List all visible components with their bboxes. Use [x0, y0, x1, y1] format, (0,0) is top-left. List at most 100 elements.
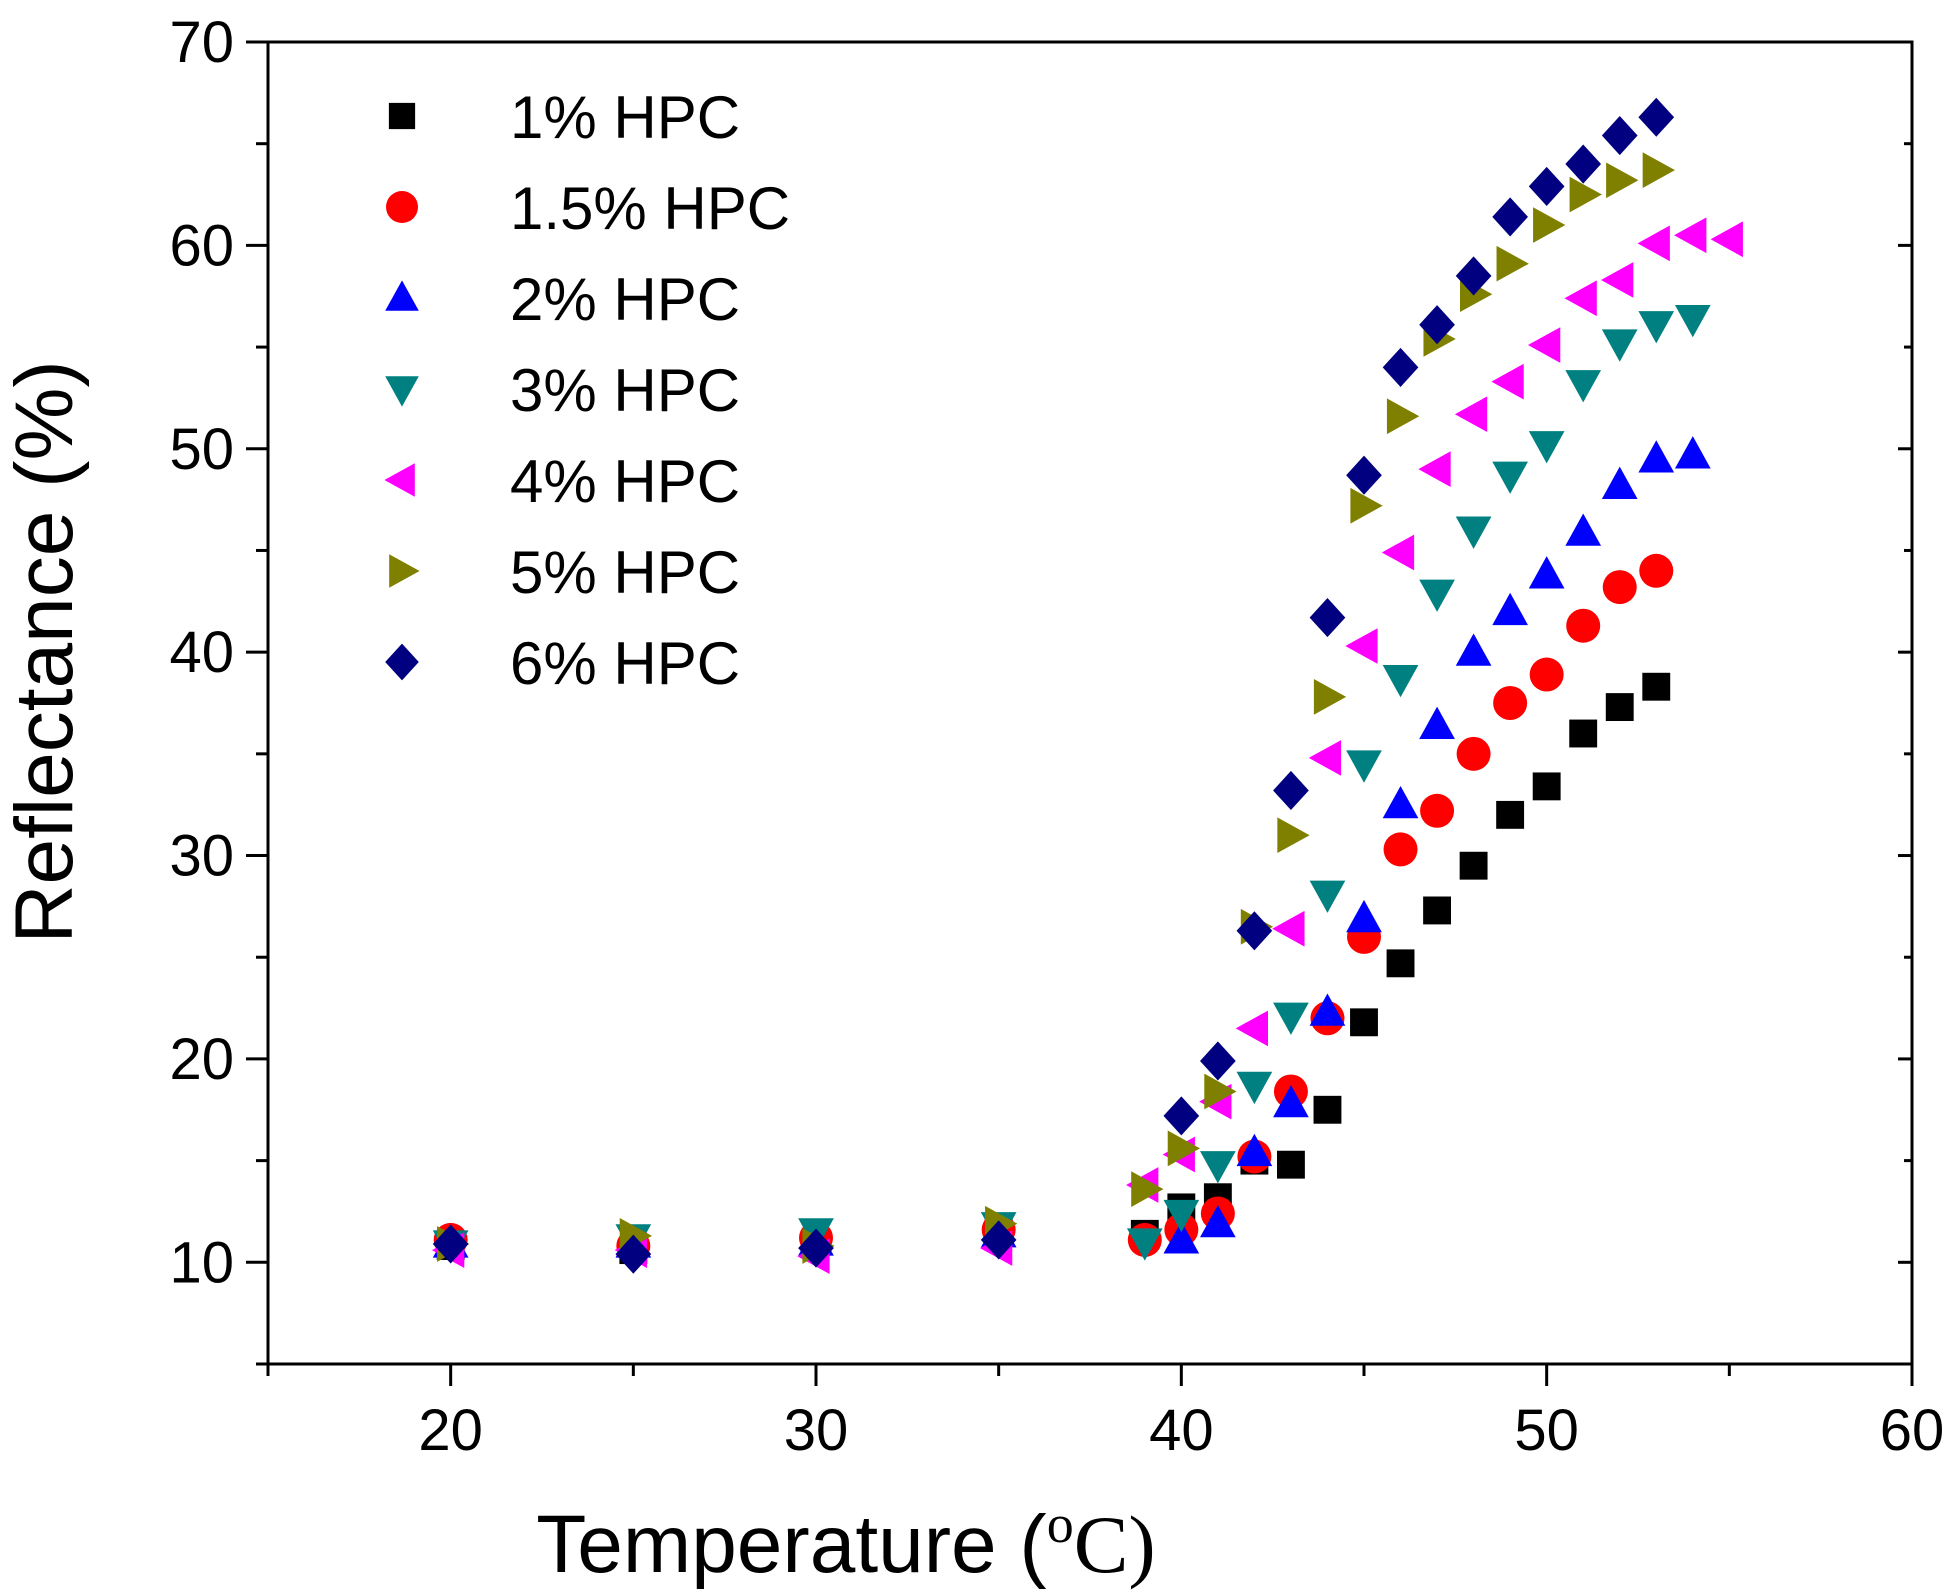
data-point: [1638, 440, 1675, 473]
y-tick-label: 70: [169, 10, 234, 75]
legend-marker: [385, 376, 419, 407]
legend-item: 5% HPC: [389, 539, 740, 606]
data-point: [1565, 144, 1602, 184]
data-point: [1569, 176, 1602, 213]
data-point: [1273, 1084, 1309, 1118]
data-point: [1564, 280, 1597, 317]
legend-item: 1% HPC: [388, 84, 740, 151]
legend-item: 4% HPC: [384, 448, 740, 515]
data-point: [1163, 1096, 1200, 1136]
data-point: [1382, 347, 1419, 387]
y-tick-label: 50: [169, 417, 234, 482]
x-tick-label: 20: [418, 1398, 483, 1463]
legend-item: 2% HPC: [385, 266, 740, 333]
data-point: [1454, 396, 1488, 433]
data-point: [1419, 305, 1455, 345]
data-point: [1565, 370, 1602, 403]
data-point: [1200, 1204, 1236, 1238]
data-point: [1455, 633, 1492, 666]
data-point: [1423, 896, 1452, 925]
data-point: [1313, 1095, 1342, 1124]
data-point: [1638, 97, 1675, 137]
data-point: [1167, 1130, 1201, 1167]
data-point: [1309, 880, 1346, 913]
legend: 1% HPC 1.5% HPC 2% HPC 3% HPC 4% HPC 5% HPC 6%…: [384, 84, 790, 697]
data-point: [1492, 592, 1528, 626]
data-point: [1532, 772, 1561, 801]
data-point: [1496, 800, 1525, 829]
legend-label: 5% HPC: [510, 539, 740, 606]
data-point: [1638, 311, 1675, 344]
data-point: [1277, 817, 1310, 854]
series-6pct-hpc: [432, 97, 1675, 1274]
data-point: [1386, 398, 1420, 435]
data-point: [1527, 327, 1561, 363]
data-point: [1528, 431, 1565, 464]
legend-label: 2% HPC: [510, 266, 740, 333]
data-point: [1273, 770, 1309, 811]
data-point: [1126, 1228, 1163, 1261]
x-axis-title-unit-sup: o: [1047, 1494, 1074, 1554]
y-tick-label: 40: [169, 620, 234, 685]
data-point: [1273, 1002, 1309, 1035]
data-point: [1459, 851, 1488, 880]
data-point: [1276, 1150, 1305, 1179]
legend-item: 3% HPC: [385, 357, 740, 424]
data-point: [1346, 455, 1382, 495]
plot-frame: [266, 40, 1914, 1366]
data-point: [1382, 785, 1419, 819]
data-point: [1381, 534, 1415, 571]
data-point: [1200, 1041, 1236, 1081]
data-point: [1455, 516, 1492, 549]
legend-item: 1.5% HPC: [386, 175, 790, 242]
data-point: [1569, 719, 1598, 748]
x-tick-label: 50: [1514, 1398, 1579, 1463]
y-tick-label: 60: [169, 213, 234, 278]
data-point: [1236, 1071, 1273, 1105]
data-point: [1350, 1008, 1378, 1037]
data-points: [431, 97, 1743, 1275]
data-point: [1605, 693, 1634, 722]
data-point: [1674, 305, 1711, 338]
data-point: [1420, 793, 1455, 828]
data-point: [1163, 1199, 1200, 1233]
data-point: [1163, 1221, 1200, 1254]
data-point: [1491, 363, 1524, 400]
legend-marker: [385, 643, 419, 681]
x-axis-title-text: Temperature (: [536, 1499, 1046, 1590]
data-point: [1674, 436, 1711, 469]
data-point: [1601, 262, 1634, 298]
data-point: [1235, 1010, 1268, 1047]
legend-label: 1.5% HPC: [510, 175, 790, 242]
data-point: [1533, 207, 1566, 243]
data-point: [1308, 740, 1342, 776]
data-point: [1601, 116, 1638, 156]
data-point: [1601, 466, 1638, 499]
data-point: [1346, 899, 1382, 933]
data-point: [1528, 556, 1565, 589]
y-axis-title: Reflectance (%): [0, 360, 90, 943]
legend-marker: [389, 554, 420, 588]
data-point: [1496, 245, 1529, 282]
data-point: [1313, 679, 1347, 715]
x-tick-label: 40: [1149, 1398, 1214, 1463]
data-point: [980, 1220, 1017, 1260]
data-point: [1382, 664, 1419, 698]
data-point: [1493, 686, 1528, 720]
legend-label: 1% HPC: [510, 84, 740, 151]
data-point: [1236, 911, 1273, 951]
axes: [266, 40, 1914, 1366]
data-point: [432, 1224, 469, 1264]
data-point: [1639, 553, 1674, 588]
y-tick-label: 30: [169, 824, 234, 889]
legend-marker: [385, 280, 419, 311]
x-tick-label: 30: [784, 1398, 849, 1463]
data-point: [1309, 598, 1346, 638]
x-axis-title: Temperature (oC): [536, 1494, 1155, 1590]
data-point: [1602, 570, 1637, 605]
ticks: 20 30 40 50 60 10 20 30 40 50 60 70: [169, 10, 1944, 1463]
data-point: [615, 1234, 652, 1274]
data-point: [1637, 225, 1670, 262]
data-point: [1345, 628, 1378, 664]
